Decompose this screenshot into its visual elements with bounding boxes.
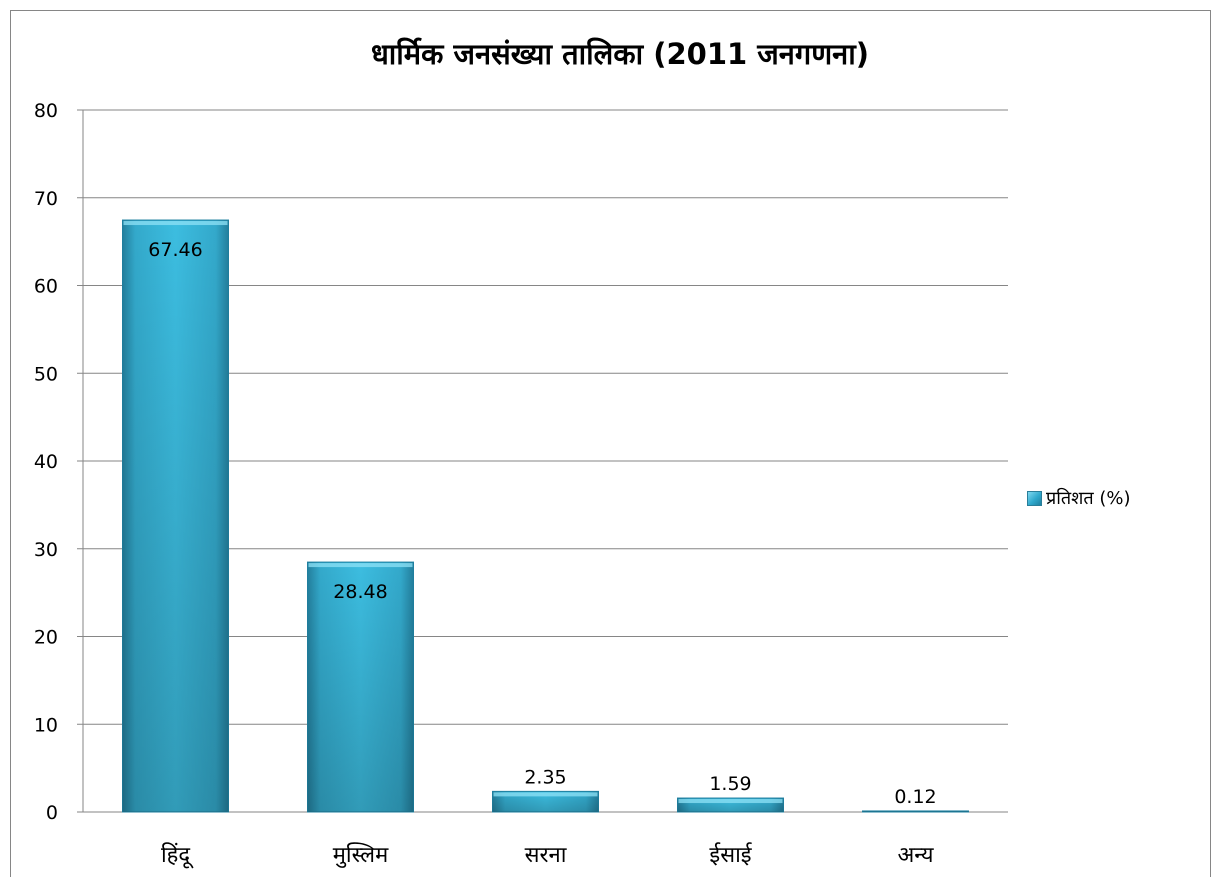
chart-title: धार्मिक जनसंख्या तालिका (2011 जनगणना) [370, 37, 870, 71]
y-tick-label: 80 [34, 100, 58, 122]
data-label: 0.12 [894, 786, 936, 808]
bar-highlight [678, 799, 783, 804]
y-tick-label: 60 [34, 276, 58, 298]
x-tick-label: अन्य [897, 843, 934, 868]
data-label: 1.59 [709, 773, 751, 795]
x-tick-label: मुस्लिम [333, 842, 389, 868]
bar-shade [307, 562, 414, 812]
legend: प्रतिशत (%) [1027, 486, 1131, 510]
bar-highlight [123, 221, 228, 226]
data-label: 28.48 [333, 581, 387, 603]
x-tick-label: ईसाई [709, 842, 752, 868]
y-tick-label: 50 [34, 363, 58, 385]
y-tick-label: 30 [34, 539, 58, 561]
y-tick-label: 10 [34, 714, 58, 736]
y-tick-label: 20 [34, 627, 58, 649]
x-tick-label: हिंदू [161, 842, 194, 869]
bar-shade [862, 810, 969, 812]
y-tick-label: 40 [34, 451, 58, 473]
data-label: 2.35 [524, 766, 566, 788]
y-tick-label: 0 [46, 802, 58, 824]
legend-swatch [1027, 490, 1042, 506]
bar-highlight [493, 792, 598, 797]
x-tick-label: सरना [525, 843, 567, 868]
y-tick-label: 70 [34, 188, 58, 210]
legend-label: प्रतिशत (%) [1046, 488, 1131, 509]
bar-shade [492, 791, 599, 812]
bar-shade [122, 220, 229, 812]
data-label: 67.46 [148, 239, 202, 261]
bar-highlight [308, 563, 413, 568]
